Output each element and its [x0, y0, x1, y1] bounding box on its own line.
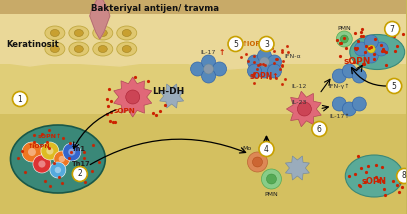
- Circle shape: [374, 42, 388, 56]
- Circle shape: [333, 97, 346, 111]
- Circle shape: [260, 57, 269, 67]
- Text: 7: 7: [390, 24, 395, 34]
- Ellipse shape: [117, 42, 137, 56]
- Circle shape: [267, 55, 281, 69]
- Circle shape: [33, 155, 51, 173]
- Text: Mo: Mo: [243, 147, 252, 152]
- Ellipse shape: [50, 30, 59, 37]
- Text: ↑IOPN: ↑IOPN: [242, 41, 267, 47]
- Circle shape: [201, 69, 216, 83]
- Circle shape: [55, 167, 61, 173]
- Ellipse shape: [50, 46, 59, 52]
- FancyBboxPatch shape: [0, 0, 406, 64]
- Circle shape: [259, 37, 274, 52]
- Circle shape: [312, 122, 327, 137]
- Text: Bakteriyal antijen/ travma: Bakteriyal antijen/ travma: [91, 4, 219, 13]
- Ellipse shape: [98, 46, 107, 52]
- Text: PMN: PMN: [265, 192, 278, 196]
- Circle shape: [261, 169, 281, 189]
- Circle shape: [385, 21, 400, 37]
- Text: IL-17: IL-17: [200, 49, 215, 55]
- Text: 4: 4: [264, 144, 269, 153]
- Circle shape: [38, 160, 46, 168]
- Circle shape: [258, 64, 271, 78]
- Ellipse shape: [93, 26, 113, 40]
- Circle shape: [247, 152, 267, 172]
- FancyBboxPatch shape: [0, 0, 406, 14]
- Ellipse shape: [11, 125, 105, 193]
- Text: Th17: Th17: [72, 161, 90, 167]
- Polygon shape: [285, 156, 309, 180]
- Text: sOPN↑: sOPN↑: [249, 71, 279, 80]
- Ellipse shape: [345, 155, 403, 197]
- Circle shape: [190, 62, 205, 76]
- Circle shape: [247, 55, 261, 69]
- FancyBboxPatch shape: [0, 0, 406, 114]
- Circle shape: [126, 90, 140, 104]
- Circle shape: [41, 142, 59, 160]
- Circle shape: [201, 55, 216, 69]
- Ellipse shape: [69, 26, 89, 40]
- Circle shape: [364, 49, 378, 63]
- Text: sOPN: sOPN: [344, 56, 371, 65]
- Circle shape: [258, 49, 271, 63]
- Circle shape: [298, 102, 311, 116]
- Circle shape: [212, 62, 227, 76]
- Circle shape: [267, 174, 276, 184]
- Ellipse shape: [69, 42, 89, 56]
- FancyBboxPatch shape: [0, 0, 406, 29]
- Text: LH-DH: LH-DH: [152, 86, 184, 95]
- Circle shape: [352, 97, 366, 111]
- Circle shape: [50, 162, 66, 178]
- Circle shape: [13, 92, 27, 107]
- Ellipse shape: [98, 30, 107, 37]
- Text: Th1: Th1: [72, 146, 86, 152]
- Circle shape: [352, 69, 366, 83]
- Ellipse shape: [45, 42, 65, 56]
- Circle shape: [342, 102, 356, 116]
- Text: Keratinosit: Keratinosit: [6, 40, 59, 49]
- Circle shape: [336, 31, 352, 47]
- Text: 5: 5: [233, 40, 238, 49]
- Circle shape: [397, 168, 407, 183]
- Ellipse shape: [117, 26, 137, 40]
- Text: 1: 1: [18, 95, 22, 104]
- Ellipse shape: [45, 26, 65, 40]
- Text: ↑: ↑: [219, 48, 225, 56]
- Circle shape: [387, 79, 402, 94]
- Text: IFN-α: IFN-α: [284, 54, 301, 58]
- Circle shape: [333, 69, 346, 83]
- Text: PMN: PMN: [337, 25, 351, 31]
- Circle shape: [367, 45, 375, 53]
- Circle shape: [28, 148, 36, 156]
- Circle shape: [340, 35, 348, 43]
- Text: IL-23: IL-23: [291, 100, 307, 104]
- Polygon shape: [160, 84, 184, 108]
- Circle shape: [72, 166, 88, 181]
- Circle shape: [22, 142, 42, 162]
- Circle shape: [54, 151, 70, 167]
- Text: sOPN↑: sOPN↑: [38, 134, 62, 138]
- Text: 5: 5: [392, 82, 397, 91]
- Circle shape: [247, 64, 261, 78]
- Circle shape: [59, 156, 65, 162]
- Text: IFN-γ↑: IFN-γ↑: [328, 83, 350, 89]
- Text: IL-12: IL-12: [291, 83, 307, 89]
- Text: IL-17↑: IL-17↑: [329, 113, 350, 119]
- Ellipse shape: [350, 34, 405, 70]
- Circle shape: [46, 147, 53, 155]
- Circle shape: [259, 141, 274, 156]
- Polygon shape: [90, 0, 110, 39]
- Circle shape: [204, 64, 214, 74]
- Circle shape: [364, 35, 378, 49]
- Polygon shape: [0, 0, 406, 69]
- Circle shape: [228, 37, 243, 52]
- Ellipse shape: [122, 46, 131, 52]
- Circle shape: [68, 148, 75, 156]
- Ellipse shape: [74, 46, 83, 52]
- Text: 2: 2: [77, 169, 82, 178]
- Text: sOPN: sOPN: [362, 177, 387, 186]
- Text: ↑iOPN: ↑iOPN: [28, 144, 50, 149]
- Ellipse shape: [74, 30, 83, 37]
